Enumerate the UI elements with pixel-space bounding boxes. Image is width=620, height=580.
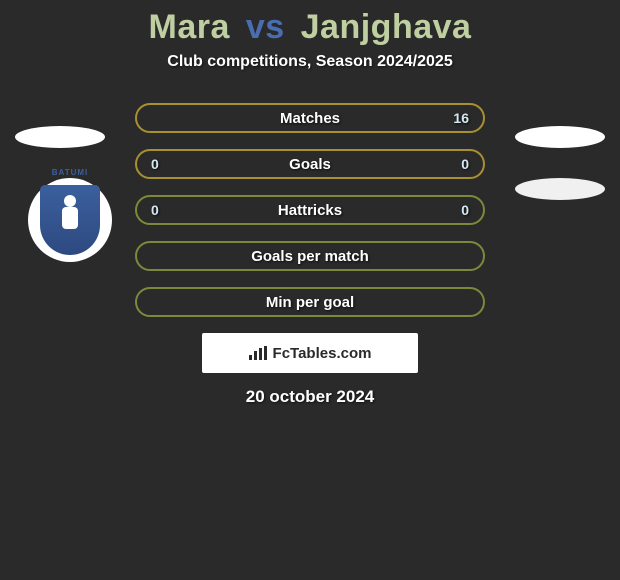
stat-right-value: 0 xyxy=(449,156,469,172)
site-attribution: FcTables.com xyxy=(202,333,418,373)
stat-row: Min per goal xyxy=(135,287,485,317)
stat-label: Hattricks xyxy=(278,202,342,219)
player2-silhouette-icon xyxy=(515,126,605,148)
stat-row: Goals per match xyxy=(135,241,485,271)
crest-figure-icon xyxy=(58,195,82,231)
stats-list: Matches 16 0 Goals 0 0 Hattricks 0 Goals per mat… xyxy=(135,103,485,317)
stat-left-value: 0 xyxy=(151,202,171,218)
club-badge-label: BATUMI xyxy=(52,168,89,177)
player2-club-placeholder-icon xyxy=(515,178,605,200)
player1-name: Mara xyxy=(149,8,230,46)
player1-club-badge: BATUMI xyxy=(28,178,112,262)
stat-row: 0 Hattricks 0 xyxy=(135,195,485,225)
site-name: FcTables.com xyxy=(273,345,372,362)
subtitle: Club competitions, Season 2024/2025 xyxy=(0,53,620,71)
player1-silhouette-icon xyxy=(15,126,105,148)
stat-label: Min per goal xyxy=(266,294,354,311)
stat-label: Matches xyxy=(280,110,340,127)
stat-label: Goals xyxy=(289,156,331,173)
stat-row: Matches 16 xyxy=(135,103,485,133)
footer-date: 20 october 2024 xyxy=(0,387,620,407)
vs-text: vs xyxy=(246,8,285,46)
stat-left-value: 0 xyxy=(151,156,171,172)
bar-chart-icon xyxy=(249,346,267,360)
stat-label: Goals per match xyxy=(251,248,369,265)
stat-right-value: 16 xyxy=(449,110,469,126)
page-title: Mara vs Janjghava xyxy=(0,8,620,47)
stat-row: 0 Goals 0 xyxy=(135,149,485,179)
stat-right-value: 0 xyxy=(449,202,469,218)
player2-name: Janjghava xyxy=(301,8,472,46)
club-crest-icon xyxy=(40,185,100,255)
infographic-container: Mara vs Janjghava Club competitions, Sea… xyxy=(0,0,620,407)
